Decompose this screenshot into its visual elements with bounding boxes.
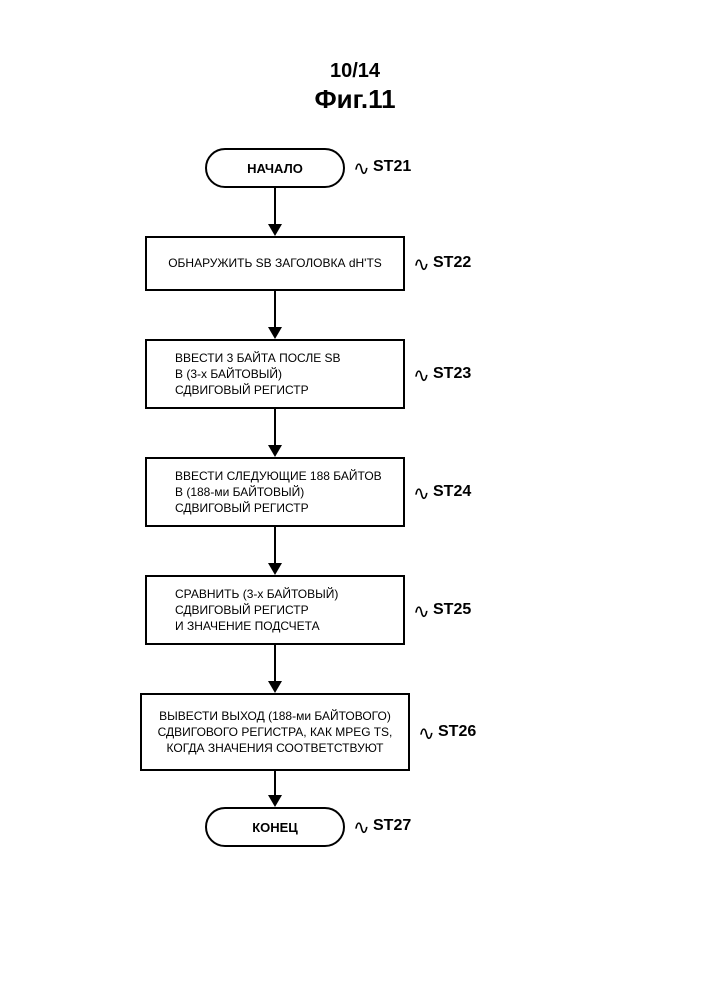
connector-tilde: ∿ <box>413 363 430 388</box>
flow-step-1: ОБНАРУЖИТЬ SB ЗАГОЛОВКА dH'TS ∿ ST22 <box>145 236 405 291</box>
step-id-end: ST27 <box>373 817 411 835</box>
flow-step-5: ВЫВЕСТИ ВЫХОД (188-ми БАЙТОВОГО) СДВИГОВ… <box>140 693 410 771</box>
step-id: ST23 <box>433 365 471 383</box>
flow-arrow <box>274 409 276 457</box>
process-text: СРАВНИТЬ (3-х БАЙТОВЫЙ) СДВИГОВЫЙ РЕГИСТ… <box>175 586 338 635</box>
connector-tilde: ∿ <box>413 252 430 277</box>
flow-arrow <box>274 645 276 693</box>
process-box: ВЫВЕСТИ ВЫХОД (188-ми БАЙТОВОГО) СДВИГОВ… <box>140 693 410 771</box>
terminator-start: НАЧАЛО <box>205 148 345 188</box>
process-box: ОБНАРУЖИТЬ SB ЗАГОЛОВКА dH'TS <box>145 236 405 291</box>
connector-tilde: ∿ <box>418 721 435 746</box>
step-id: ST26 <box>438 723 476 741</box>
end-label: КОНЕЦ <box>252 820 298 835</box>
process-box: СРАВНИТЬ (3-х БАЙТОВЫЙ) СДВИГОВЫЙ РЕГИСТ… <box>145 575 405 645</box>
connector-tilde: ∿ <box>353 156 370 181</box>
step-id-start: ST21 <box>373 158 411 176</box>
page-number: 10/14 <box>0 60 710 83</box>
connector-tilde: ∿ <box>413 599 430 624</box>
process-text: ВВЕСТИ 3 БАЙТА ПОСЛЕ SB В (3-х БАЙТОВЫЙ)… <box>175 350 341 399</box>
flow-arrow <box>274 527 276 575</box>
flow-step-4: СРАВНИТЬ (3-х БАЙТОВЫЙ) СДВИГОВЫЙ РЕГИСТ… <box>145 575 405 645</box>
process-box: ВВЕСТИ СЛЕДУЮЩИЕ 188 БАЙТОВ В (188-ми БА… <box>145 457 405 527</box>
figure-number: Фиг.11 <box>0 84 710 115</box>
step-id: ST22 <box>433 254 471 272</box>
step-id: ST24 <box>433 483 471 501</box>
step-id: ST25 <box>433 601 471 619</box>
process-text: ВЫВЕСТИ ВЫХОД (188-ми БАЙТОВОГО) СДВИГОВ… <box>158 708 393 757</box>
flow-step-3: ВВЕСТИ СЛЕДУЮЩИЕ 188 БАЙТОВ В (188-ми БА… <box>145 457 405 527</box>
terminator-end: КОНЕЦ <box>205 807 345 847</box>
process-text: ОБНАРУЖИТЬ SB ЗАГОЛОВКА dH'TS <box>168 255 382 271</box>
flowchart: НАЧАЛО ∿ ST21 ОБНАРУЖИТЬ SB ЗАГОЛОВКА dH… <box>140 148 410 847</box>
process-text: ВВЕСТИ СЛЕДУЮЩИЕ 188 БАЙТОВ В (188-ми БА… <box>175 468 382 517</box>
flow-arrow <box>274 771 276 807</box>
connector-tilde: ∿ <box>353 815 370 840</box>
flow-end-node: КОНЕЦ ∿ ST27 <box>205 807 345 847</box>
flow-step-2: ВВЕСТИ 3 БАЙТА ПОСЛЕ SB В (3-х БАЙТОВЫЙ)… <box>145 339 405 409</box>
flow-arrow <box>274 291 276 339</box>
connector-tilde: ∿ <box>413 481 430 506</box>
start-label: НАЧАЛО <box>247 161 303 176</box>
flow-start-node: НАЧАЛО ∿ ST21 <box>205 148 345 188</box>
flow-arrow <box>274 188 276 236</box>
process-box: ВВЕСТИ 3 БАЙТА ПОСЛЕ SB В (3-х БАЙТОВЫЙ)… <box>145 339 405 409</box>
